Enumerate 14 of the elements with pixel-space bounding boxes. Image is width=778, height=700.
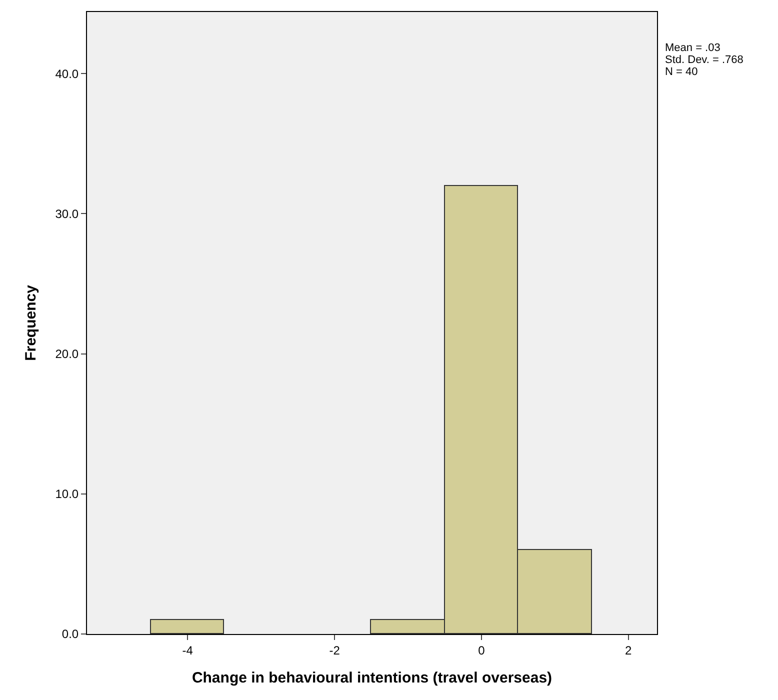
y-tick-label: 30.0 — [55, 206, 79, 221]
y-axis-title: Frequency — [22, 284, 40, 361]
y-tick-label: 0.0 — [62, 627, 79, 642]
x-tick-label: 2 — [625, 643, 632, 658]
x-axis-title: Change in behavioural intentions (travel overseas) — [192, 669, 552, 686]
x-tick-label: -2 — [329, 643, 340, 658]
y-tick-label: 40.0 — [55, 66, 79, 81]
text: Mean = .03 — [665, 42, 720, 54]
x-tick-label: -4 — [182, 643, 194, 658]
y-tick-label: 10.0 — [55, 487, 79, 502]
text: Std. Dev. = .768 — [665, 54, 744, 66]
y-tick-label: 20.0 — [55, 347, 79, 362]
text: N = 40 — [665, 66, 698, 78]
x-tick-label: 0 — [478, 643, 486, 658]
